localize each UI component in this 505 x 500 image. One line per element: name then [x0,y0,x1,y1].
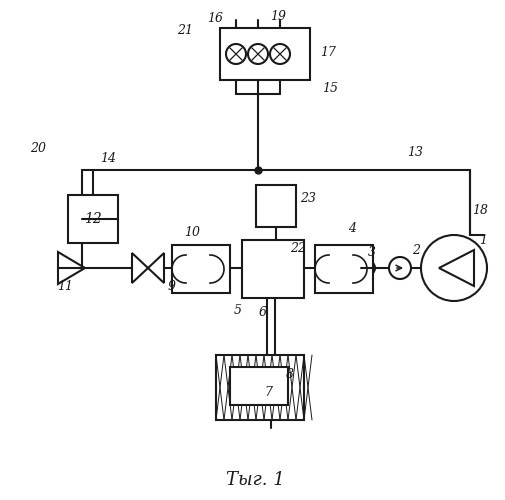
Text: 17: 17 [320,46,336,59]
Text: 8: 8 [286,368,294,382]
Text: 14: 14 [100,152,116,164]
Text: 3: 3 [368,246,376,258]
Text: 12: 12 [84,212,102,226]
Bar [216,355,304,420]
Circle shape [226,44,246,64]
Bar [172,245,230,293]
Text: 22: 22 [290,242,306,254]
Circle shape [248,44,268,64]
Circle shape [361,261,375,275]
Text: 1: 1 [479,234,487,246]
Circle shape [389,257,411,279]
Text: Τыг. 1: Τыг. 1 [226,471,284,489]
Text: 13: 13 [407,146,423,158]
Text: 9: 9 [168,280,176,293]
Circle shape [270,44,290,64]
Text: 18: 18 [472,204,488,216]
Circle shape [421,235,487,301]
Text: 5: 5 [234,304,242,316]
Text: 4: 4 [348,222,356,234]
Bar [230,367,288,405]
Bar [242,240,304,298]
Text: 11: 11 [57,280,73,293]
Text: 2: 2 [412,244,420,256]
Text: 20: 20 [30,142,46,154]
Bar [315,245,373,293]
Text: 10: 10 [184,226,200,238]
Bar [220,28,310,80]
Text: 19: 19 [270,10,286,22]
Bar [256,185,296,227]
Bar [68,195,118,243]
Text: 16: 16 [207,12,223,24]
Text: 23: 23 [300,192,316,204]
Text: 6: 6 [259,306,267,318]
Text: 15: 15 [322,82,338,94]
Text: 21: 21 [177,24,193,36]
Text: 7: 7 [264,386,272,400]
